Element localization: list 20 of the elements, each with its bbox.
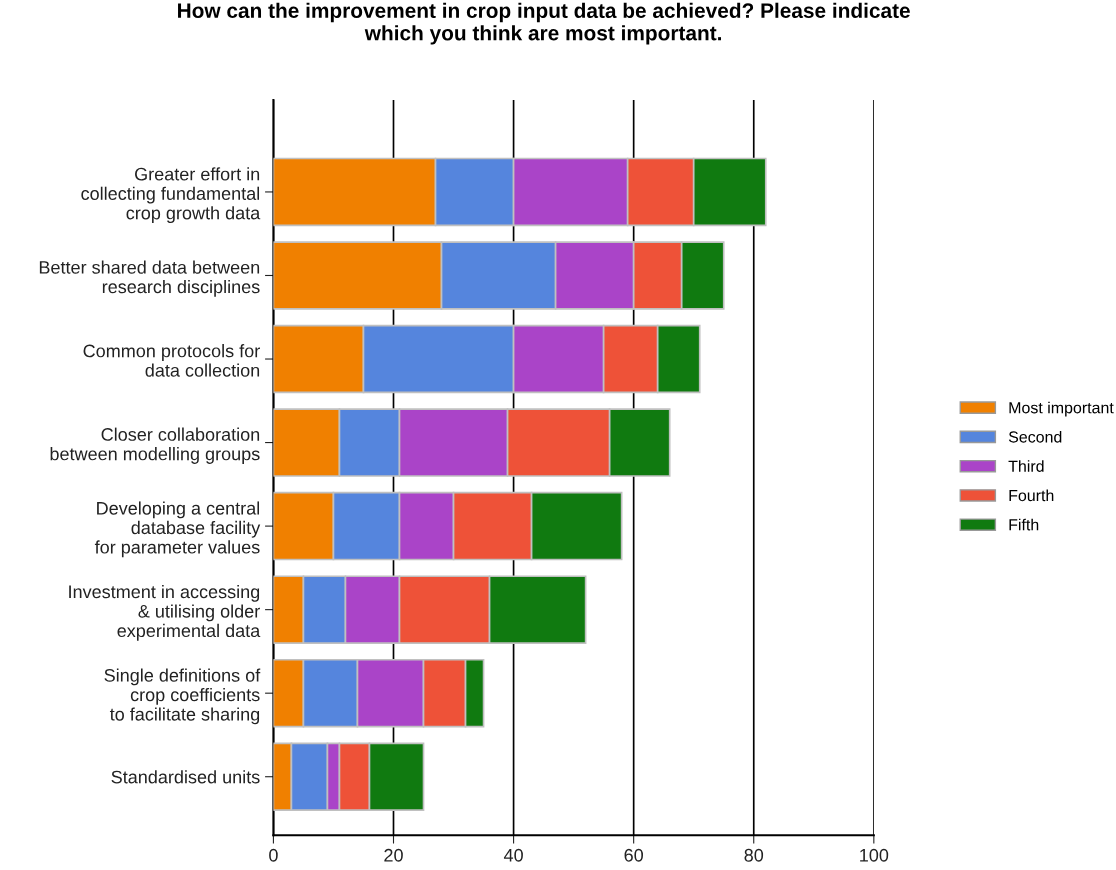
y-tick-label: Standardised units (111, 770, 260, 784)
y-tick-label: Better shared data between research disciplines (39, 260, 260, 297)
legend-label: Fifth (1009, 518, 1039, 531)
x-tick-label: 40 (503, 848, 523, 862)
y-tick-label: Common protocols for data collection (83, 344, 260, 377)
legend-label: Third (1008, 460, 1044, 472)
legend-label: Second (1008, 430, 1062, 443)
y-tick-label: Greater effort in collecting fundamental crop growth data (81, 167, 261, 223)
x-tick-label: 0 (269, 848, 278, 862)
x-tick-label: 20 (384, 848, 403, 862)
y-tick-label: Single definitions of crop coefficients to facilitate sharing (104, 668, 261, 725)
x-tick-label: 60 (624, 848, 643, 862)
legend-label: Fourth (1009, 489, 1054, 502)
y-tick-label: Investment in accessing & utilising older experimental data (69, 584, 261, 641)
legend-label: Most important (1009, 401, 1114, 417)
y-tick-label: Closer collaboration between modelling groups (50, 427, 260, 464)
y-tick-label: Developing a central database facility for parameter values (94, 501, 261, 558)
x-tick-label: 80 (744, 848, 764, 862)
x-tick-label: 100 (860, 848, 889, 862)
chart-title: How can the improvement in crop input data be achieved? Please indicate which you think are most important. (178, 2, 910, 45)
